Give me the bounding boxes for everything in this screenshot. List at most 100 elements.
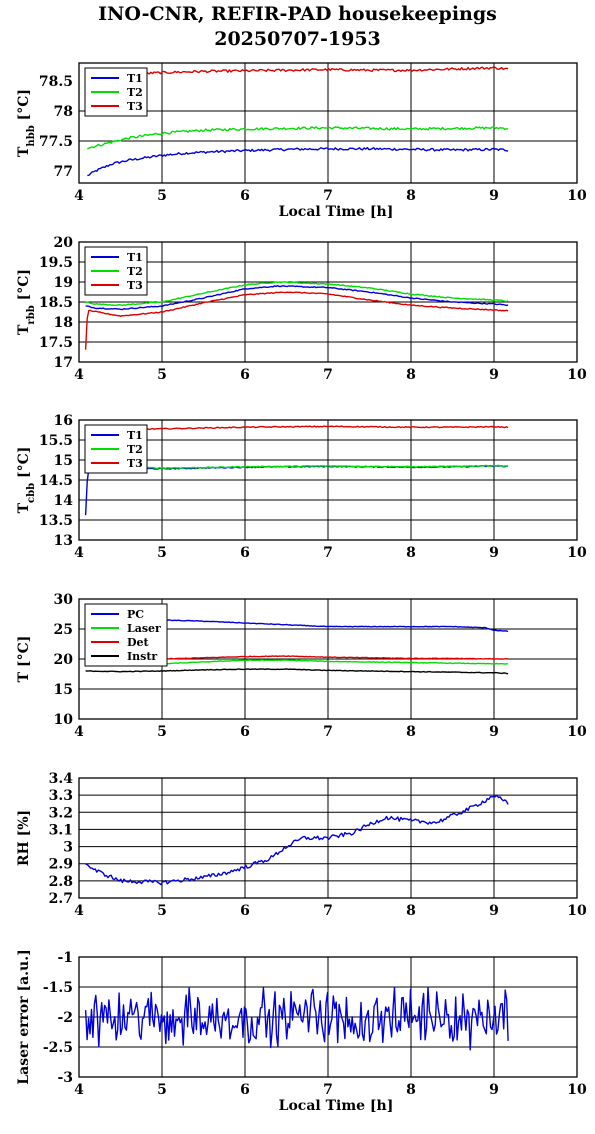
y-tick-label: 78 [54,104,73,120]
legend-label: T2 [127,265,143,278]
y-tick-label: 78.5 [39,74,73,90]
y-tick-label: 18 [54,315,73,331]
y-tick-label: 3.1 [49,822,73,838]
x-tick-label: 10 [567,1082,587,1098]
x-tick-label: 6 [240,1082,250,1098]
legend-label: Laser [127,622,161,635]
x-tick-label: 4 [74,724,84,740]
x-tick-label: 6 [240,188,250,204]
legend-label: T1 [127,251,143,264]
y-tick-label: 2.7 [49,891,73,907]
legend-label: Det [127,636,150,649]
series-line-t3 [120,66,509,77]
x-tick-label: 5 [157,903,167,919]
series-line-t2 [89,464,509,470]
series-line-instr [85,668,509,675]
y-tick-label: 13.5 [39,513,73,529]
plot-frame [78,241,578,363]
series-line-pc [161,619,509,633]
y-tick-label: 2.8 [49,874,73,890]
x-tick-label: 7 [323,903,333,919]
y-axis-label: Laser error [a.u.] [16,949,32,1084]
y-tick-label: 19 [54,275,73,291]
series-line-t1 [85,285,509,311]
x-tick-label: 4 [74,1082,84,1098]
plot-frame [78,419,578,541]
x-tick-label: 9 [489,1082,499,1098]
y-tick-label: 3.2 [49,805,73,821]
panel-5: 4 5 6 7 8 9 10 2.72.82.93 3.13.23.33.4 RH [%] [16,771,587,919]
plot-frame [78,956,578,1078]
legend-label: T3 [127,457,143,470]
series-line-t2 [85,281,509,306]
chart-title: INO-CNR, REFIR-PAD housekeepings 2025070… [0,2,595,52]
y-axis-label: Thbb [°C] [16,89,37,157]
x-tick-label: 4 [74,367,84,383]
y-tick-label: 13 [54,533,73,549]
y-tick-label: 3 [63,840,73,856]
y-tick-label: 17 [54,355,73,371]
y-axis-label: T [°C] [16,636,32,683]
x-tick-label: 5 [157,545,167,561]
series-line-main [84,986,509,1051]
legend-label: T1 [127,72,143,85]
x-tick-label: 6 [240,724,250,740]
y-tick-label: 15 [54,682,73,698]
y-tick-label: 14.5 [39,473,73,489]
x-tick-label: 6 [240,367,250,383]
x-tick-label: 9 [489,545,499,561]
plot-frame [78,62,578,184]
y-tick-label: 77 [54,164,73,180]
legend-label: T3 [127,100,143,113]
x-tick-label: 10 [567,367,587,383]
legend-label: Instr [127,650,157,663]
chart-title-line2: 20250707-1953 [214,28,381,50]
y-tick-label: -2.5 [43,1040,73,1056]
x-tick-label: 10 [567,903,587,919]
plot-frame [78,598,578,720]
x-tick-label: 4 [74,545,84,561]
x-tick-label: 10 [567,545,587,561]
series-line-t1 [84,465,509,516]
y-tick-label: 18.5 [39,295,73,311]
y-tick-label: 3.3 [49,788,73,804]
y-tick-label: 17.5 [39,335,73,351]
x-tick-label: 8 [406,545,416,561]
y-tick-label: 2.9 [49,857,73,873]
x-tick-label: 7 [323,188,333,204]
y-tick-label: 14 [54,493,74,509]
x-tick-label: 7 [323,724,333,740]
legend-label: T1 [127,429,143,442]
y-tick-label: -2 [57,1010,73,1026]
y-tick-label: 20 [54,235,74,251]
x-tick-label: 7 [323,367,333,383]
series-line-t3 [84,291,509,350]
x-axis-label: Local Time [h] [279,1098,394,1114]
y-tick-label: 16 [54,413,73,429]
legend-label: PC [127,608,144,621]
x-tick-label: 10 [567,724,587,740]
y-axis-label: Trbb [°C] [16,269,37,335]
y-tick-label: 77.5 [39,134,73,150]
x-tick-label: 8 [406,188,416,204]
series-line-det [161,655,509,660]
x-tick-label: 5 [157,1082,167,1098]
legend-label: T3 [127,279,143,292]
x-tick-label: 8 [406,724,416,740]
y-tick-label: -1 [57,950,73,966]
x-tick-label: 9 [489,367,499,383]
x-tick-label: 4 [74,188,84,204]
y-tick-label: -3 [57,1070,73,1086]
series-line-t2 [87,126,509,150]
y-tick-label: 10 [54,712,74,728]
x-tick-label: 10 [567,188,587,204]
x-tick-label: 7 [323,1082,333,1098]
series-line-main [85,794,509,886]
x-tick-label: 5 [157,367,167,383]
